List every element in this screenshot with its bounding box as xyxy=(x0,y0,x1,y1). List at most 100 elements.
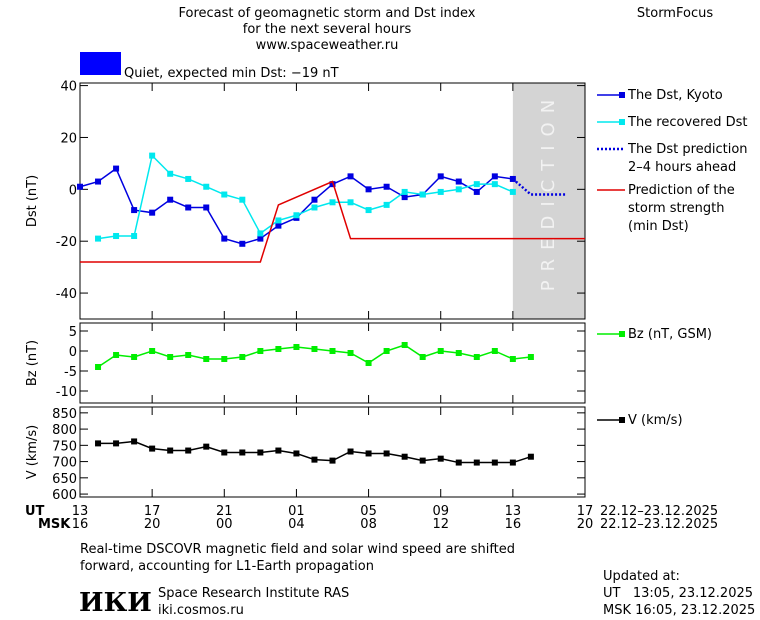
x-tick-label: 12 xyxy=(432,517,449,532)
y-tick-label: -5 xyxy=(64,365,77,380)
date-range: 22.12–23.12.2025 xyxy=(600,517,718,532)
x-tick-label: 13 xyxy=(72,504,89,519)
data-point xyxy=(329,457,336,464)
data-point xyxy=(113,233,120,240)
x-tick-label: 01 xyxy=(288,504,305,519)
x-tick-label: 09 xyxy=(432,504,449,519)
y-tick-label: -40 xyxy=(56,287,77,302)
data-point xyxy=(401,453,408,460)
data-point xyxy=(203,183,210,190)
legend-swatch xyxy=(619,417,625,423)
data-point xyxy=(113,440,120,447)
y-axis-title: Dst (nT) xyxy=(25,175,40,227)
data-point xyxy=(455,350,462,356)
data-point xyxy=(275,222,282,229)
data-point xyxy=(455,459,462,466)
legend-label: V (km/s) xyxy=(628,413,683,428)
y-tick-label: 5 xyxy=(69,325,77,340)
series-line xyxy=(97,154,514,240)
data-point xyxy=(365,360,372,366)
updated-label: Updated at: xyxy=(603,569,680,584)
data-point xyxy=(383,450,390,457)
y-tick-label: 600 xyxy=(52,488,77,503)
prediction-label: PREDICTION xyxy=(538,91,559,291)
status-text: Quiet, expected min Dst: −19 nT xyxy=(124,66,339,81)
y-tick-label: 0 xyxy=(69,183,77,198)
y-tick-label: -10 xyxy=(56,385,77,400)
logo: ИКИ xyxy=(79,588,152,618)
data-point xyxy=(401,342,408,348)
data-point xyxy=(203,356,210,362)
data-point xyxy=(491,348,498,354)
data-point xyxy=(401,194,408,201)
data-point xyxy=(275,447,282,454)
legend-label: The Dst prediction 2–4 hours ahead xyxy=(627,142,748,175)
data-point xyxy=(113,165,120,172)
legend-swatch xyxy=(619,119,625,125)
x-tick-label: 16 xyxy=(505,517,522,532)
data-point xyxy=(221,235,228,242)
x-tick-label: 05 xyxy=(360,504,377,519)
data-point xyxy=(437,348,444,354)
data-point xyxy=(239,240,246,247)
data-point xyxy=(491,173,498,180)
data-point xyxy=(437,455,444,462)
data-point xyxy=(473,459,480,466)
data-point xyxy=(275,346,282,352)
data-point xyxy=(473,188,480,195)
x-tick-label: 17 xyxy=(144,504,161,519)
site: iki.cosmos.ru xyxy=(158,603,244,618)
y-axis-title: V (km/s) xyxy=(25,425,40,480)
data-point xyxy=(473,181,480,188)
data-point xyxy=(383,183,390,190)
data-point xyxy=(419,457,426,464)
data-point xyxy=(509,459,516,466)
data-point xyxy=(527,354,534,360)
x-axis-title: MSK xyxy=(38,517,71,532)
legend-swatch xyxy=(619,92,625,98)
x-tick-label: 16 xyxy=(72,517,89,532)
legend-label: Prediction of the storm strength (min Dst) xyxy=(628,183,735,234)
data-point xyxy=(149,152,156,159)
x-tick-label: 04 xyxy=(288,517,305,532)
data-point xyxy=(239,449,246,456)
data-point xyxy=(383,201,390,208)
data-point xyxy=(509,188,516,195)
brand: StormFocus xyxy=(637,6,713,21)
data-point xyxy=(311,196,318,203)
note: forward, accounting for L1-Earth propaga… xyxy=(80,559,374,574)
data-point xyxy=(437,188,444,195)
data-point xyxy=(167,196,174,203)
data-point xyxy=(257,230,264,237)
prediction-zone xyxy=(512,83,585,319)
data-point xyxy=(221,191,228,198)
data-point xyxy=(527,453,534,460)
y-tick-label: 850 xyxy=(52,407,77,422)
data-point xyxy=(275,217,282,224)
series-line xyxy=(512,178,567,196)
updated-ut: UT 13:05, 23.12.2025 xyxy=(603,586,753,601)
series-line xyxy=(80,180,585,263)
y-tick-label: 20 xyxy=(60,131,77,146)
data-point xyxy=(437,173,444,180)
data-point xyxy=(419,354,426,360)
x-tick-label: 00 xyxy=(216,517,233,532)
data-point xyxy=(509,356,516,362)
data-point xyxy=(131,233,138,240)
plot-frame xyxy=(79,322,586,404)
data-point xyxy=(311,204,318,211)
data-point xyxy=(347,448,354,455)
legend-label: The Dst, Kyoto xyxy=(627,88,723,103)
data-point xyxy=(419,191,426,198)
data-point xyxy=(185,352,192,358)
y-tick-label: 0 xyxy=(69,345,77,360)
institute: Space Research Institute RAS xyxy=(158,586,349,601)
data-point xyxy=(383,348,390,354)
x-axis-title: UT xyxy=(25,504,45,519)
data-point xyxy=(329,181,336,188)
data-point xyxy=(365,186,372,193)
x-tick-label: 08 xyxy=(360,517,377,532)
data-point xyxy=(329,199,336,206)
x-tick-label: 20 xyxy=(144,517,161,532)
